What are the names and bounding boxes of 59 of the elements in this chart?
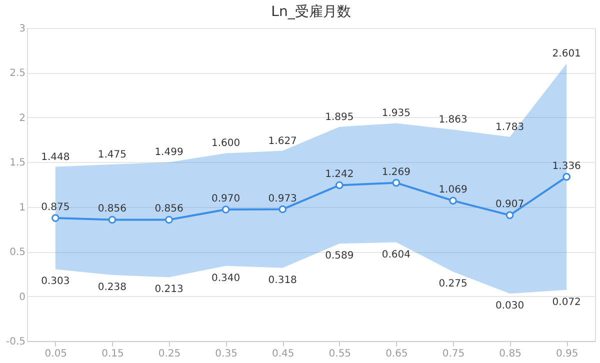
y-tick-label: 1 <box>19 202 26 214</box>
annotation: 1.475 <box>98 149 127 160</box>
data-label: 1.336 <box>552 160 581 172</box>
x-tick-label: 0.05 <box>44 348 68 360</box>
point <box>506 211 514 220</box>
data-label: 0.856 <box>98 204 127 215</box>
point <box>278 205 287 214</box>
point <box>449 196 457 205</box>
annotation: 0.030 <box>495 300 524 312</box>
data-label: 1.242 <box>325 169 354 180</box>
chart-title: Ln_受雇月数 <box>271 4 351 20</box>
y-tick-label: 1.5 <box>10 158 26 169</box>
annotation: 1.895 <box>325 112 354 123</box>
annotation: 1.627 <box>268 136 297 147</box>
point <box>108 216 116 224</box>
data-label: 1.269 <box>382 166 411 178</box>
y-tick-label: -0.5 <box>6 336 26 348</box>
point <box>392 178 400 187</box>
y-tick-label: 0 <box>19 292 26 303</box>
annotation: 0.340 <box>211 272 240 284</box>
annotation: 1.935 <box>382 108 411 120</box>
annotation: 0.213 <box>154 284 184 296</box>
point <box>222 206 230 214</box>
annotation: 0.318 <box>268 274 297 286</box>
point <box>165 216 173 224</box>
annotation: 2.601 <box>552 48 581 60</box>
x-tick-label: 0.25 <box>158 348 181 360</box>
data-label: 0.970 <box>211 194 240 205</box>
y-tick-label: 3 <box>19 24 26 34</box>
annotation: 0.275 <box>438 278 468 290</box>
annotation: 1.499 <box>154 147 184 158</box>
annotation: 0.604 <box>382 249 411 260</box>
data-label: 0.973 <box>268 193 297 204</box>
y-tick-label: 2 <box>19 112 26 124</box>
point <box>335 181 344 190</box>
annotation: 0.303 <box>41 276 70 288</box>
annotation: 0.589 <box>325 250 354 262</box>
data-label: 0.856 <box>154 204 184 215</box>
data-label: 0.875 <box>41 202 70 214</box>
y-tick-label: 2.5 <box>10 68 26 80</box>
x-tick-label: 0.55 <box>328 348 352 360</box>
x-tick-label: 0.75 <box>442 348 465 360</box>
annotation: 1.600 <box>211 138 240 150</box>
annotation: 1.448 <box>41 152 70 163</box>
annotation: 1.863 <box>438 114 468 126</box>
annotation: 0.072 <box>552 296 581 308</box>
data-label: 1.069 <box>438 184 468 196</box>
point <box>562 172 571 181</box>
annotation: 0.238 <box>98 282 127 293</box>
x-tick-label: 0.35 <box>215 348 238 360</box>
data-label: 0.907 <box>495 199 524 210</box>
point <box>51 214 60 222</box>
y-tick-label: 0.5 <box>10 247 26 258</box>
x-tick-label: 0.15 <box>102 348 124 360</box>
x-tick-label: 0.85 <box>499 348 522 360</box>
x-tick-label: 0.45 <box>272 348 294 360</box>
x-tick-label: 0.65 <box>386 348 408 360</box>
annotation: 1.783 <box>495 122 524 133</box>
x-tick-label: 0.95 <box>556 348 578 360</box>
